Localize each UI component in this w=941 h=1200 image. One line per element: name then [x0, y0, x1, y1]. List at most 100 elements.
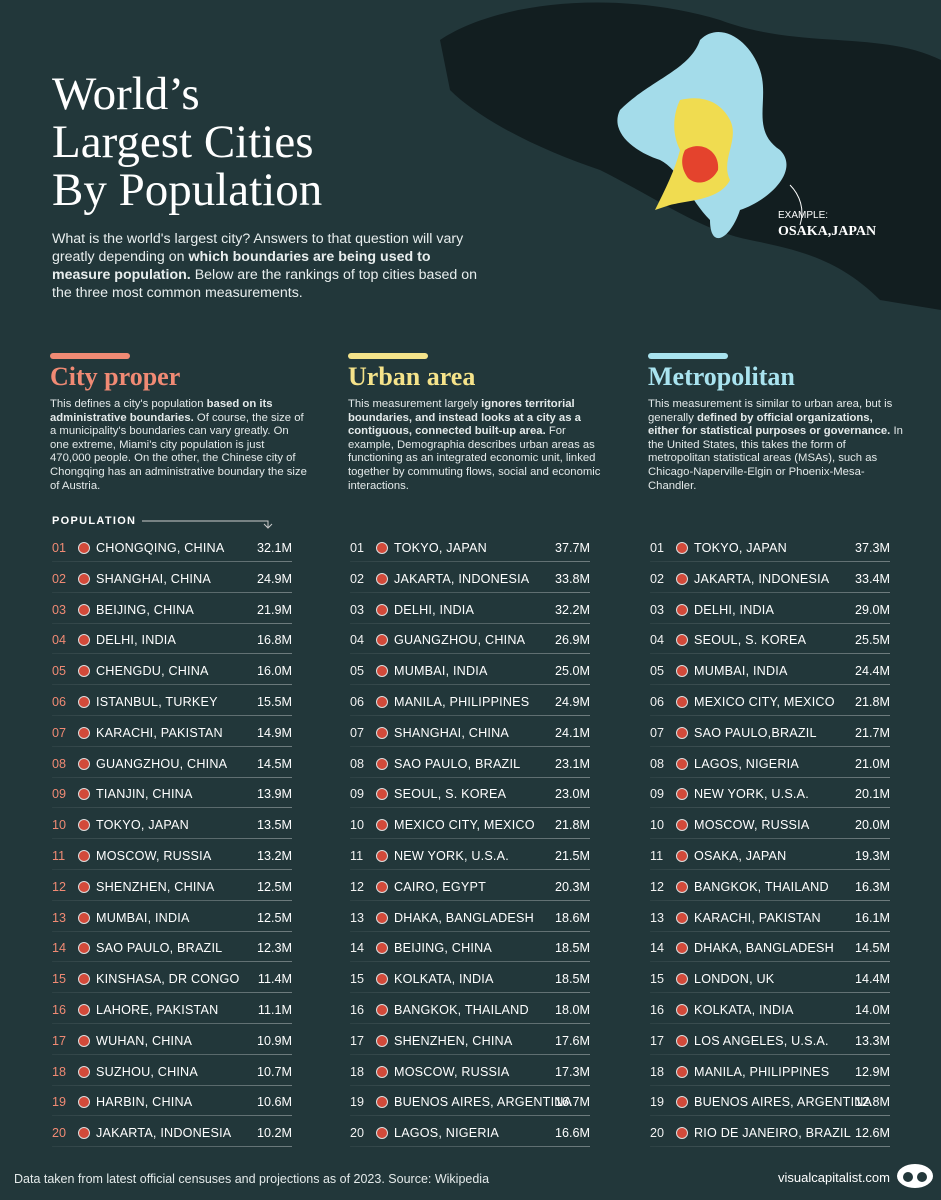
city: SAO PAULO, BRAZIL: [96, 941, 223, 956]
label-text: POPULATION: [52, 515, 137, 527]
flag: [376, 911, 388, 924]
flag: [676, 1127, 688, 1140]
rank: 03: [52, 602, 67, 617]
ranking-row: 11 OSAKA, JAPAN 19.3M: [650, 844, 890, 875]
row-underline: [350, 622, 590, 624]
city: LAGOS, NIGERIA: [394, 1126, 499, 1141]
flag: [676, 696, 688, 708]
ranking-row: 10 MEXICO CITY, MEXICO 21.8M: [350, 813, 590, 844]
city: SAO PAULO,BRAZIL: [694, 725, 817, 740]
row-underline: [650, 745, 890, 747]
flag: [78, 542, 90, 554]
rank: 18: [52, 1064, 67, 1079]
flag: [676, 880, 688, 893]
ranking-row: 13 DHAKA, BANGLADESH 18.6M: [350, 906, 590, 937]
row-underline: [350, 684, 590, 686]
city: SHENZHEN, CHINA: [394, 1033, 513, 1048]
flag: [78, 973, 90, 986]
population: 21.9M: [256, 602, 292, 617]
ranking-row: 11 MOSCOW, RUSSIA 13.2M: [52, 844, 292, 875]
row-underline: [350, 1146, 590, 1148]
rank: 15: [350, 972, 365, 987]
population: 11.1M: [257, 1003, 292, 1017]
population: 23.0M: [554, 787, 590, 802]
rank: 07: [650, 725, 665, 740]
rank: 11: [350, 849, 364, 863]
flag: [676, 1096, 688, 1109]
row-underline: [650, 930, 890, 932]
source-note: Data taken from latest official censuses…: [14, 1172, 490, 1186]
ranking-row: 16 LAHORE, PAKISTAN 11.1M: [52, 998, 292, 1029]
ranking-row: 14 DHAKA, BANGLADESH 14.5M: [650, 936, 890, 967]
population: 11.4M: [257, 972, 292, 987]
population: 13.5M: [256, 818, 292, 833]
rank: 10: [650, 818, 665, 833]
rank: 05: [52, 664, 67, 679]
row-underline: [650, 1146, 890, 1148]
row-underline: [350, 776, 590, 778]
city: DELHI, INDIA: [394, 602, 475, 617]
rank: 17: [52, 1033, 67, 1048]
flag: [676, 572, 688, 585]
city: GUANGZHOU, CHINA: [394, 633, 526, 648]
population: 12.9M: [854, 1064, 890, 1079]
ranking-row: 10 MOSCOW, RUSSIA 20.0M: [650, 813, 890, 844]
title-line: World’s: [52, 68, 200, 120]
population: 20.0M: [854, 818, 890, 833]
city: HARBIN, CHINA: [96, 1095, 193, 1110]
flag: [78, 788, 90, 801]
ranking-row: 04 GUANGZHOU, CHINA 26.9M: [350, 628, 590, 659]
population: 29.0M: [854, 602, 890, 617]
text-segment: Below are the rankings of top cities bas…: [52, 267, 478, 301]
ranking-row: 20 JAKARTA, INDONESIA 10.2M: [52, 1121, 292, 1152]
rank: 04: [52, 633, 67, 648]
population: 16.1M: [854, 910, 890, 925]
column-bar: [50, 353, 130, 359]
row-underline: [350, 1084, 590, 1086]
text-segment: which boundaries are being used to measu…: [52, 249, 431, 283]
city: KOLKATA, INDIA: [694, 1003, 794, 1017]
population-label: POPULATION: [52, 515, 273, 529]
flag: [78, 942, 90, 955]
logo: [897, 1164, 933, 1188]
row-underline: [52, 1115, 292, 1117]
rank: 20: [52, 1126, 67, 1141]
text-segment: This defines a city's population: [50, 398, 207, 410]
flag: [376, 788, 388, 801]
population: 33.4M: [854, 571, 890, 586]
population: 14.5M: [854, 941, 890, 956]
ranking-row: 16 BANGKOK, THAILAND 18.0M: [350, 998, 590, 1029]
population: 33.8M: [554, 571, 590, 586]
city: MOSCOW, RUSSIA: [96, 849, 212, 863]
population: 37.3M: [854, 541, 890, 555]
city: BUENOS AIRES, ARGENTINA: [694, 1095, 873, 1110]
city: DHAKA, BANGLADESH: [394, 910, 534, 925]
column-title: Metropolitan: [648, 362, 795, 391]
rank: 06: [52, 695, 67, 709]
flag: [376, 542, 388, 554]
rank: 17: [650, 1033, 665, 1048]
city: MOSCOW, RUSSIA: [694, 818, 810, 833]
row-underline: [650, 776, 890, 778]
row-underline: [52, 869, 292, 870]
flag: [376, 819, 388, 832]
ranking-row: 12 BANGKOK, THAILAND 16.3M: [650, 875, 890, 906]
row-underline: [52, 745, 292, 747]
flag: [78, 1096, 90, 1109]
city: MEXICO CITY, MEXICO: [394, 818, 535, 833]
population: 12.5M: [256, 879, 292, 894]
row-underline: [52, 684, 292, 686]
ranking-row: 06 MANILA, PHILIPPINES 24.9M: [350, 690, 590, 721]
flag: [78, 634, 90, 647]
rank: 16: [52, 1003, 67, 1017]
flag: [78, 757, 90, 770]
text-segment: based on its administrative boundaries.: [50, 398, 273, 424]
city: JAKARTA, INDONESIA: [96, 1126, 232, 1141]
flag: [676, 788, 688, 801]
population: 20.1M: [854, 787, 890, 802]
ranking-row: 02 JAKARTA, INDONESIA 33.4M: [650, 567, 890, 598]
population: 24.9M: [256, 571, 292, 586]
population: 17.6M: [554, 1033, 590, 1048]
ranking-row: 01 CHONGQING, CHINA 32.1M: [52, 536, 292, 567]
rank: 10: [350, 818, 365, 833]
